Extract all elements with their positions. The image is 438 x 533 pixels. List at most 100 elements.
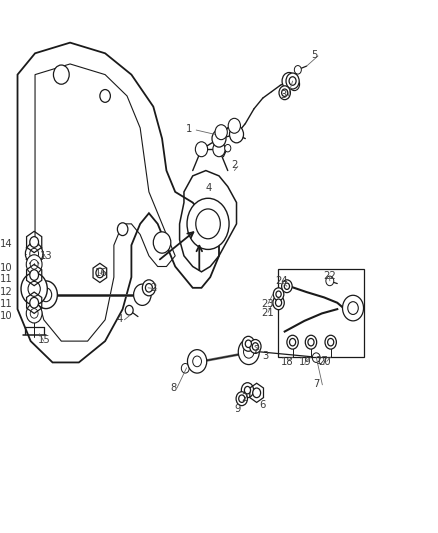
Circle shape bbox=[212, 130, 226, 147]
Circle shape bbox=[328, 338, 334, 346]
Circle shape bbox=[244, 386, 251, 394]
Text: 2: 2 bbox=[241, 393, 248, 402]
Circle shape bbox=[238, 339, 259, 365]
Circle shape bbox=[117, 223, 128, 236]
Text: 10: 10 bbox=[0, 263, 13, 272]
Circle shape bbox=[213, 142, 225, 157]
Text: 16: 16 bbox=[95, 268, 107, 278]
Circle shape bbox=[30, 248, 39, 259]
Text: 23: 23 bbox=[261, 299, 274, 309]
Text: 4: 4 bbox=[117, 314, 123, 324]
Text: 4: 4 bbox=[206, 183, 212, 192]
Circle shape bbox=[239, 395, 245, 402]
Text: 11: 11 bbox=[0, 299, 13, 309]
Circle shape bbox=[236, 392, 247, 406]
Text: 17: 17 bbox=[316, 357, 329, 366]
Text: 6: 6 bbox=[259, 400, 266, 409]
Text: 19: 19 bbox=[299, 357, 312, 367]
Circle shape bbox=[279, 86, 290, 100]
Circle shape bbox=[30, 270, 39, 280]
Circle shape bbox=[273, 296, 284, 310]
Circle shape bbox=[282, 89, 288, 96]
Text: 2: 2 bbox=[253, 345, 260, 354]
Circle shape bbox=[187, 198, 229, 249]
Circle shape bbox=[181, 364, 189, 373]
Circle shape bbox=[125, 305, 133, 315]
Circle shape bbox=[312, 353, 320, 362]
Text: 11: 11 bbox=[0, 274, 13, 284]
Circle shape bbox=[25, 243, 43, 264]
Circle shape bbox=[241, 383, 254, 398]
Circle shape bbox=[245, 340, 251, 348]
Text: 2: 2 bbox=[231, 160, 238, 170]
Circle shape bbox=[195, 142, 208, 157]
Circle shape bbox=[30, 237, 39, 247]
Circle shape bbox=[187, 350, 207, 373]
Text: 8: 8 bbox=[170, 383, 176, 393]
Text: 5: 5 bbox=[311, 51, 318, 60]
Circle shape bbox=[100, 90, 110, 102]
Bar bbox=[278, 269, 364, 357]
Circle shape bbox=[284, 283, 290, 289]
Circle shape bbox=[286, 73, 299, 89]
Text: 21: 21 bbox=[261, 308, 274, 318]
Circle shape bbox=[30, 260, 38, 269]
Text: 7: 7 bbox=[313, 379, 320, 389]
Circle shape bbox=[145, 284, 152, 292]
Text: 14: 14 bbox=[0, 239, 13, 249]
Circle shape bbox=[40, 288, 52, 302]
Circle shape bbox=[250, 340, 261, 353]
Text: 20: 20 bbox=[319, 357, 331, 367]
Circle shape bbox=[193, 356, 201, 367]
Circle shape bbox=[348, 302, 358, 314]
Circle shape bbox=[230, 126, 244, 143]
Text: 2: 2 bbox=[150, 283, 156, 293]
Circle shape bbox=[308, 338, 314, 346]
Circle shape bbox=[253, 388, 261, 398]
Text: 3: 3 bbox=[281, 90, 287, 100]
Circle shape bbox=[276, 299, 282, 306]
Circle shape bbox=[282, 72, 296, 90]
Circle shape bbox=[289, 78, 300, 91]
Circle shape bbox=[215, 125, 227, 140]
Circle shape bbox=[252, 343, 258, 350]
Text: 24: 24 bbox=[275, 276, 288, 286]
Circle shape bbox=[96, 268, 104, 278]
Text: 9: 9 bbox=[234, 404, 240, 414]
Text: 3: 3 bbox=[262, 351, 268, 361]
Circle shape bbox=[21, 273, 47, 305]
Circle shape bbox=[290, 338, 296, 346]
Circle shape bbox=[325, 335, 336, 349]
Circle shape bbox=[196, 209, 220, 239]
Circle shape bbox=[153, 232, 171, 253]
Circle shape bbox=[26, 255, 42, 274]
Circle shape bbox=[26, 304, 42, 323]
Circle shape bbox=[244, 345, 254, 358]
Text: 18: 18 bbox=[281, 357, 293, 367]
Circle shape bbox=[289, 77, 296, 85]
Circle shape bbox=[273, 288, 284, 301]
Circle shape bbox=[134, 284, 151, 305]
Circle shape bbox=[326, 276, 334, 286]
Circle shape bbox=[30, 297, 39, 308]
Text: 10: 10 bbox=[0, 311, 13, 320]
Text: 1: 1 bbox=[186, 124, 193, 134]
Circle shape bbox=[343, 295, 364, 321]
Circle shape bbox=[228, 118, 240, 133]
Circle shape bbox=[30, 309, 38, 318]
Circle shape bbox=[282, 280, 292, 293]
Circle shape bbox=[225, 144, 231, 152]
Text: 22: 22 bbox=[323, 271, 336, 280]
Circle shape bbox=[28, 281, 40, 296]
Circle shape bbox=[287, 335, 298, 349]
Text: 12: 12 bbox=[0, 287, 13, 296]
Circle shape bbox=[142, 280, 155, 296]
Circle shape bbox=[305, 335, 317, 349]
Text: 15: 15 bbox=[38, 335, 50, 345]
Circle shape bbox=[242, 336, 254, 351]
Circle shape bbox=[276, 291, 281, 297]
Text: 13: 13 bbox=[39, 252, 52, 261]
Circle shape bbox=[294, 66, 301, 74]
Circle shape bbox=[35, 281, 57, 309]
Circle shape bbox=[53, 65, 69, 84]
